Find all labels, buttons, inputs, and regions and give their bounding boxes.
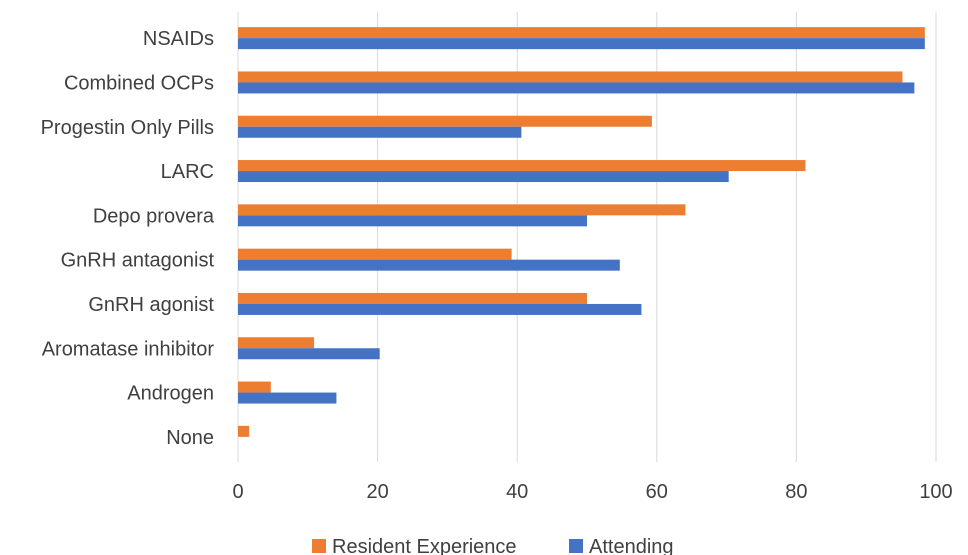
bar-resident-experience-combined-ocps [238, 71, 903, 83]
bars [238, 27, 925, 437]
category-label-aromatase-inhibitor: Aromatase inhibitor [42, 338, 215, 360]
category-label-larc: LARC [161, 161, 214, 183]
legend-label-resident-experience: Resident Experience [332, 536, 517, 555]
legend-swatch-attending [569, 539, 583, 553]
bar-attending-gnrh-antagonist [238, 259, 620, 271]
x-tick-label: 80 [785, 481, 807, 503]
x-tick-label: 40 [506, 481, 528, 503]
category-label-androgen: Androgen [127, 383, 214, 405]
bar-resident-experience-progestin-only-pills [238, 115, 652, 127]
legend-label-attending: Attending [589, 536, 674, 555]
bar-resident-experience-nsaids [238, 27, 925, 39]
x-axis-tick-labels: 0 20 40 60 80 100 [232, 481, 952, 503]
category-label-none: None [166, 427, 214, 449]
bar-attending-depo-provera [238, 215, 587, 227]
bar-attending-gnrh-agonist [238, 303, 642, 315]
bar-attending-progestin-only-pills [238, 126, 522, 138]
bar-resident-experience-aromatase-inhibitor [238, 337, 315, 349]
bar-resident-experience-larc [238, 160, 806, 172]
x-tick-label: 20 [366, 481, 388, 503]
bar-resident-experience-none [238, 425, 250, 437]
category-labels: NSAIDs Combined OCPs Progestin Only Pills L… [41, 28, 215, 449]
category-label-gnrh-agonist: GnRH agonist [88, 294, 214, 316]
category-label-progestin-only-pills: Progestin Only Pills [41, 117, 214, 139]
category-label-gnrh-antagonist: GnRH antagonist [61, 250, 215, 272]
bar-attending-androgen [238, 392, 337, 404]
x-tick-label: 100 [919, 481, 952, 503]
category-label-depo-provera: Depo provera [93, 205, 215, 227]
bar-resident-experience-depo-provera [238, 204, 686, 216]
legend: Resident Experience Attending [312, 536, 674, 555]
category-label-nsaids: NSAIDs [143, 28, 214, 50]
bar-resident-experience-gnrh-agonist [238, 292, 587, 304]
bar-resident-experience-androgen [238, 381, 271, 393]
bar-attending-combined-ocps [238, 82, 915, 94]
legend-swatch-resident-experience [312, 539, 326, 553]
bar-resident-experience-gnrh-antagonist [238, 248, 512, 260]
bar-attending-aromatase-inhibitor [238, 348, 380, 360]
bar-attending-larc [238, 171, 729, 183]
x-tick-label: 60 [646, 481, 668, 503]
x-tick-label: 0 [232, 481, 243, 503]
bar-attending-nsaids [238, 38, 925, 50]
category-label-combined-ocps: Combined OCPs [64, 72, 214, 94]
